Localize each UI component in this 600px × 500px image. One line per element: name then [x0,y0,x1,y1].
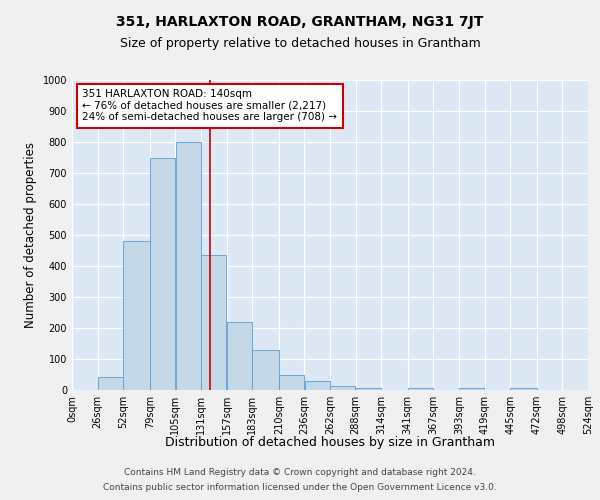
Bar [356,388,381,390]
Bar [150,158,175,390]
Text: Contains public sector information licensed under the Open Government Licence v3: Contains public sector information licen… [103,483,497,492]
Bar [124,241,149,390]
Text: Size of property relative to detached houses in Grantham: Size of property relative to detached ho… [119,38,481,51]
Bar [253,350,278,390]
Bar [98,377,123,390]
Bar [305,382,330,390]
Bar [176,142,201,390]
Text: Distribution of detached houses by size in Grantham: Distribution of detached houses by size … [165,436,495,449]
Bar [201,255,226,390]
Bar [511,388,536,390]
Text: Contains HM Land Registry data © Crown copyright and database right 2024.: Contains HM Land Registry data © Crown c… [124,468,476,477]
Bar [459,388,484,390]
Bar [408,388,433,390]
Bar [279,374,304,390]
Text: 351 HARLAXTON ROAD: 140sqm
← 76% of detached houses are smaller (2,217)
24% of s: 351 HARLAXTON ROAD: 140sqm ← 76% of deta… [82,90,337,122]
Y-axis label: Number of detached properties: Number of detached properties [24,142,37,328]
Text: 351, HARLAXTON ROAD, GRANTHAM, NG31 7JT: 351, HARLAXTON ROAD, GRANTHAM, NG31 7JT [116,15,484,29]
Bar [330,386,355,390]
Bar [227,322,252,390]
